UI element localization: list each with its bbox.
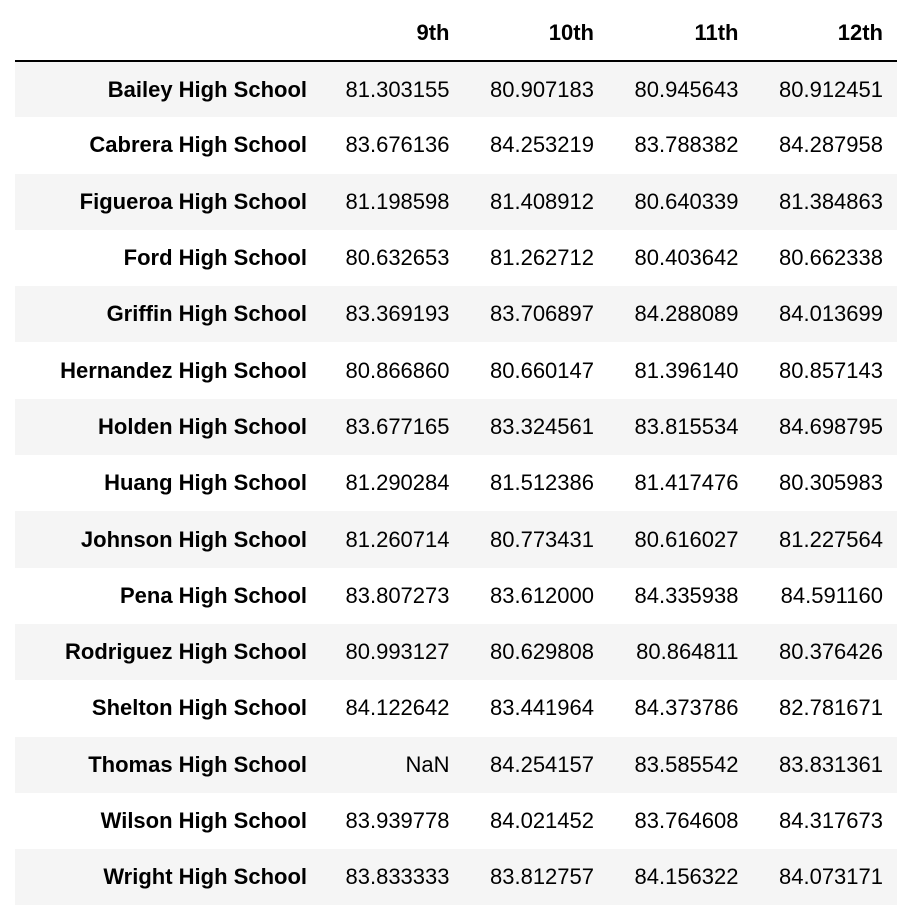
score-cell-9th: 80.632653 <box>345 245 450 271</box>
score-cell-10th: 81.512386 <box>490 470 594 496</box>
score-cell-10th: 84.253219 <box>490 132 594 158</box>
score-cell-10th: 83.706897 <box>490 301 594 327</box>
score-cell-12th: 80.912451 <box>779 76 883 102</box>
score-cell-11th: 83.764608 <box>634 808 739 833</box>
score-cell-12th: 84.698795 <box>779 413 883 439</box>
score-cell-10th: 83.324561 <box>490 413 594 439</box>
score-cell-12th: 80.305983 <box>779 470 883 496</box>
score-cell-11th: 81.417476 <box>634 470 739 496</box>
table-body: Bailey High School 81.303155 80.907183 80.9… <box>15 61 897 906</box>
score-cell-12th: 84.073171 <box>779 864 883 890</box>
score-cell-10th: 80.629808 <box>490 639 594 665</box>
score-cell-12th: 80.857143 <box>779 357 883 383</box>
school-name-cell: Wilson High School <box>100 808 307 833</box>
score-cell-9th: 81.260714 <box>345 526 450 552</box>
score-cell-11th: 80.864811 <box>636 639 739 665</box>
score-cell-10th: 81.262712 <box>490 245 594 271</box>
school-name-cell: Shelton High School <box>91 695 307 721</box>
school-name-cell: Huang High School <box>104 470 307 496</box>
school-name-cell: Johnson High School <box>80 526 307 552</box>
table-row: Cabrera High School 83.676136 84.253219 83.… <box>15 117 897 173</box>
table-row: Johnson High School 81.260714 80.773431 80.… <box>15 511 897 568</box>
score-cell-12th: 82.781671 <box>779 695 883 721</box>
score-cell-12th: 84.013699 <box>779 301 883 327</box>
score-cell-11th: 84.156322 <box>634 864 739 890</box>
score-cell-11th: 80.616027 <box>634 526 739 552</box>
table-row: Wright High School 83.833333 83.812757 84.1… <box>15 849 897 906</box>
school-name-cell: Cabrera High School <box>89 132 307 158</box>
table-row: Figueroa High School 81.198598 81.408912 80… <box>15 173 897 230</box>
score-cell-12th: 84.287958 <box>779 132 883 158</box>
score-cell-11th: 83.788382 <box>634 132 739 158</box>
school-name-cell: Pena High School <box>119 582 307 608</box>
school-name-cell: Thomas High School <box>88 751 307 777</box>
score-cell-12th: 80.662338 <box>779 245 883 271</box>
score-cell-11th: 80.403642 <box>634 245 739 271</box>
score-cell-10th: 80.773431 <box>490 526 594 552</box>
school-name-cell: Figueroa High School <box>79 188 307 214</box>
score-cell-10th: 81.408912 <box>490 188 594 214</box>
score-cell-9th: 84.122642 <box>345 695 450 721</box>
table-row: Rodriguez High School 80.993127 80.629808 8… <box>15 623 897 681</box>
score-cell-9th: 83.369193 <box>345 301 450 327</box>
score-cell-11th: 84.373786 <box>634 695 739 721</box>
score-cell-11th: 83.585542 <box>634 751 739 777</box>
score-cell-9th: 80.993127 <box>345 639 450 665</box>
school-name-cell: Griffin High School <box>106 301 307 327</box>
score-cell-9th: 83.676136 <box>345 132 450 158</box>
score-cell-9th: 83.939778 <box>345 808 450 833</box>
column-header-10th: 10th <box>463 5 608 62</box>
score-cell-12th: 81.384863 <box>779 188 883 214</box>
table-row: Thomas High School NaN 84.254157 83.585542 8… <box>15 736 897 793</box>
score-cell-10th: 80.660147 <box>490 357 594 383</box>
score-cell-9th: 81.198598 <box>345 188 450 214</box>
score-cell-12th: 84.317673 <box>779 808 883 833</box>
column-header-11th: 11th <box>608 5 753 62</box>
table-row: Bailey High School 81.303155 80.907183 80.9… <box>15 61 897 118</box>
score-cell-10th: 83.612000 <box>490 582 594 608</box>
school-name-cell: Holden High School <box>98 413 307 439</box>
school-name-cell: Hernandez High School <box>60 357 307 383</box>
table-row: Hernandez High School 80.866860 80.660147 8… <box>15 342 897 398</box>
score-cell-9th: 81.303155 <box>345 76 450 102</box>
table-row: Ford High School 80.632653 81.262712 80.403… <box>15 230 897 286</box>
score-cell-11th: 81.396140 <box>634 357 739 383</box>
table-row: Wilson High School 83.939778 84.021452 83.7… <box>15 793 897 849</box>
score-cell-11th: 83.815534 <box>634 413 739 439</box>
score-cell-9th: 80.866860 <box>345 357 450 383</box>
school-name-cell: Bailey High School <box>107 76 307 102</box>
school-name-cell: Rodriguez High School <box>65 639 307 665</box>
table-row: Shelton High School 84.122642 83.441964 84.… <box>15 680 897 736</box>
score-cell-9th: 81.290284 <box>345 470 450 496</box>
score-cell-12th: 83.831361 <box>779 751 883 777</box>
score-cell-11th: 84.335938 <box>634 582 739 608</box>
column-header-12th: 12th <box>752 5 897 62</box>
score-cell-10th: 80.907183 <box>490 76 594 102</box>
table-row: Holden High School 83.677165 83.324561 83.8… <box>15 398 897 456</box>
header-row: 9th 10th 11th 12th <box>15 5 897 62</box>
table-row: Griffin High School 83.369193 83.706897 84.… <box>15 286 897 343</box>
score-cell-9th: NaN <box>405 751 450 777</box>
score-cell-10th: 84.021452 <box>490 808 594 833</box>
scores-by-grade-table: 9th 10th 11th 12th Bailey High School 81.… <box>15 5 897 906</box>
score-cell-9th: 83.833333 <box>345 864 450 890</box>
table-row: Huang High School 81.290284 81.512386 81.41… <box>15 455 897 511</box>
score-cell-11th: 84.288089 <box>634 301 739 327</box>
score-cell-10th: 83.441964 <box>490 695 594 721</box>
score-cell-10th: 83.812757 <box>490 864 594 890</box>
score-cell-12th: 80.376426 <box>779 639 883 665</box>
score-cell-11th: 80.945643 <box>634 76 739 102</box>
score-cell-9th: 83.807273 <box>345 582 450 608</box>
column-header-9th: 9th <box>319 5 464 62</box>
table-row: Pena High School 83.807273 83.612000 84.335… <box>15 568 897 624</box>
score-cell-9th: 83.677165 <box>345 413 450 439</box>
score-cell-10th: 84.254157 <box>490 751 594 777</box>
school-name-cell: Ford High School <box>123 245 307 271</box>
score-cell-12th: 81.227564 <box>779 526 883 552</box>
index-header <box>15 5 319 62</box>
score-cell-12th: 84.591160 <box>780 582 883 608</box>
school-name-cell: Wright High School <box>103 864 307 890</box>
score-cell-11th: 80.640339 <box>634 188 739 214</box>
